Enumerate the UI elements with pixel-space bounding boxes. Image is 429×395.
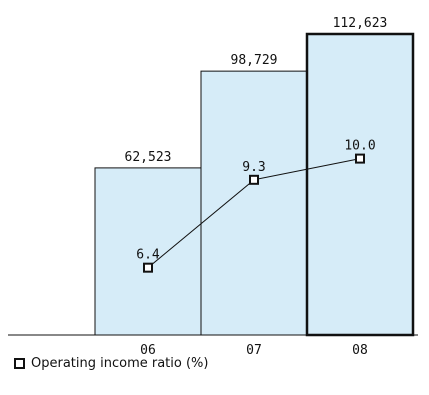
ratio-line-group: 6.4 9.3 10.0 bbox=[136, 139, 376, 273]
bar-08 bbox=[305, 32, 415, 337]
bar-value-label-06: 62,523 bbox=[125, 150, 172, 165]
legend-label: Operating income ratio (%) bbox=[31, 356, 209, 371]
ratio-point-label-07: 9.3 bbox=[242, 160, 265, 175]
ratio-point-marker-08 bbox=[355, 153, 365, 164]
bar-06 bbox=[94, 167, 202, 336]
tick-labels-group: 06 07 08 bbox=[140, 343, 368, 358]
ratio-point-marker-06 bbox=[143, 262, 153, 273]
ratio-point-marker-07 bbox=[249, 174, 259, 185]
bar-value-label-08: 112,623 bbox=[333, 16, 388, 31]
bar-07 bbox=[200, 70, 308, 336]
x-tick-label-06: 06 bbox=[140, 343, 156, 358]
legend: Operating income ratio (%) bbox=[14, 356, 208, 371]
bar-value-label-07: 98,729 bbox=[231, 53, 278, 68]
x-tick-label-07: 07 bbox=[246, 343, 262, 358]
legend-marker-icon bbox=[14, 358, 25, 369]
ratio-point-label-08: 10.0 bbox=[344, 139, 375, 154]
bars-group: 62,523 98,729 112,623 bbox=[94, 16, 415, 337]
x-tick-label-08: 08 bbox=[352, 343, 368, 358]
ratio-point-label-06: 6.4 bbox=[136, 248, 160, 263]
